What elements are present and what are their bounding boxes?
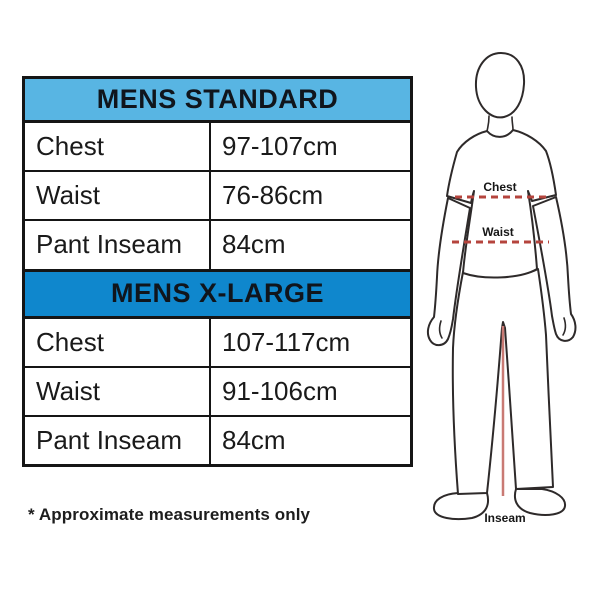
table-row-standard-chest: Chest 97-107cm — [25, 123, 410, 173]
row-value: 97-107cm — [222, 131, 338, 162]
size-chart-table: MENS STANDARD Chest 97-107cm Waist 76-86… — [22, 76, 413, 467]
inseam-label: Inseam — [484, 511, 525, 525]
table-header-mens-xlarge: MENS X-LARGE — [25, 268, 410, 319]
right-arm-outline — [532, 196, 577, 342]
row-label: Waist — [25, 367, 211, 415]
left-thumb-line — [438, 320, 443, 339]
waist-label: Waist — [482, 225, 514, 239]
chest-label: Chest — [483, 180, 516, 194]
row-label: Pant Inseam — [25, 416, 211, 465]
row-value: 84cm — [222, 229, 286, 260]
body-measurement-figure: Chest Waist Inseam — [426, 52, 577, 525]
left-arm-outline — [426, 197, 471, 347]
row-label: Chest — [25, 318, 211, 366]
row-value: 76-86cm — [222, 180, 324, 211]
row-value: 107-117cm — [222, 326, 351, 357]
approximate-measurements-footnote: * Approximate measurements only — [28, 505, 311, 524]
row-label: Pant Inseam — [25, 221, 211, 269]
table-row-xlarge-inseam: Pant Inseam 84cm — [25, 416, 410, 465]
table-row-xlarge-waist: Waist 91-106cm — [25, 367, 410, 417]
table-row-standard-inseam: Pant Inseam 84cm — [25, 221, 410, 269]
left-shoe-outline — [432, 492, 490, 521]
table-header-mens-standard: MENS STANDARD — [25, 79, 410, 123]
neck-left-line — [486, 115, 490, 132]
row-value: 84cm — [222, 424, 286, 455]
table-row-standard-waist: Waist 76-86cm — [25, 172, 410, 222]
row-value: 91-106cm — [222, 375, 338, 406]
neck-right-line — [511, 116, 514, 131]
right-thumb-line — [562, 317, 567, 336]
pants-outline — [451, 268, 554, 495]
row-label: Chest — [25, 123, 211, 171]
right-shoe-outline — [513, 488, 567, 516]
head-outline — [474, 52, 526, 119]
table-row-xlarge-chest: Chest 107-117cm — [25, 318, 410, 368]
row-label: Waist — [25, 172, 211, 220]
